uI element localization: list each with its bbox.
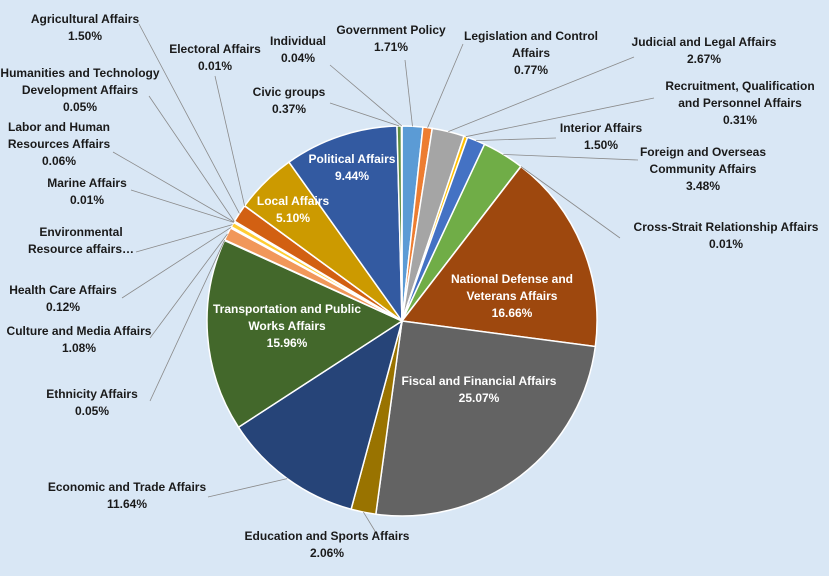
data-label-culture-and-media-affairs: Culture and Media Affairs 1.08% (7, 324, 152, 355)
leader-line-marine-affairs (130, 189, 234, 223)
leader-line-foreign-and-overseas-community-affairs (503, 154, 639, 161)
data-label-government-policy: Government Policy 1.71% (336, 23, 446, 54)
leader-line-electoral-affairs (214, 75, 245, 206)
data-label-ethnicity-affairs: Ethnicity Affairs 0.05% (46, 387, 138, 418)
data-label-civic-groups: Civic groups 0.37% (253, 85, 326, 116)
data-label-agricultural-affairs: Agricultural Affairs 1.50% (31, 12, 140, 43)
leader-line-government-policy (404, 59, 413, 127)
leader-line-legislation-and-control-affairs (427, 43, 464, 128)
pie-slice-transportation-and-public-works-affairs (206, 239, 404, 429)
leader-line-interior-affairs (476, 137, 557, 141)
data-label-economic-and-trade-affairs: Economic and Trade Affairs 11.64% (48, 480, 207, 511)
data-label-cross-strait-relationship-affairs: Cross-Strait Relationship Affairs 0.01% (634, 220, 819, 251)
leader-line-environmental-resource-affairs (135, 224, 233, 253)
pie-slice-political-affairs (287, 125, 403, 324)
data-label-electoral-affairs: Electoral Affairs 0.01% (169, 42, 261, 73)
pie-slice-national-defense-and-veterans-affairs (400, 165, 598, 348)
data-label-individual: Individual 0.04% (270, 34, 326, 65)
leader-line-humanities-and-technology-development-affairs (148, 95, 235, 222)
data-label-humanities-and-technology-development-affairs: Humanities and Technology Development Aff… (0, 66, 159, 114)
leader-line-ethnicity-affairs (149, 239, 225, 402)
leader-line-economic-and-trade-affairs (207, 478, 288, 498)
data-label-health-care-affairs: Health Care Affairs 0.12% (9, 283, 117, 314)
data-label-foreign-and-overseas-community-affairs: Foreign and Overseas Community Affairs 3.4… (640, 145, 766, 193)
leader-line-civic-groups (329, 102, 400, 127)
leader-line-judicial-and-legal-affairs (448, 56, 635, 132)
leader-line-agricultural-affairs (138, 23, 240, 214)
pie-slice-economic-and-trade-affairs (237, 319, 404, 511)
data-label-recruitment-qualification-and-personnel-affairs: Recruitment, Qualification and Personnel … (665, 79, 814, 127)
data-label-transportation-and-public-works-affairs: Transportation and Public Works Affairs 15… (213, 302, 361, 350)
data-label-interior-affairs: Interior Affairs 1.50% (560, 121, 643, 152)
pie-slice-fiscal-and-financial-affairs (374, 320, 597, 517)
leader-line-recruitment-qualification-and-personnel-affairs (465, 97, 655, 138)
leader-line-education-and-sports-affairs (363, 511, 379, 537)
data-label-local-affairs: Local Affairs 5.10% (257, 194, 330, 225)
data-label-judicial-and-legal-affairs: Judicial and Legal Affairs 2.67% (632, 35, 777, 66)
leader-line-health-care-affairs (121, 227, 232, 299)
data-label-fiscal-and-financial-affairs: Fiscal and Financial Affairs 25.07% (402, 374, 557, 405)
data-label-national-defense-and-veterans-affairs: National Defense and Veterans Affairs 16.6… (451, 272, 573, 320)
data-label-legislation-and-control-affairs: Legislation and Control Affairs 0.77% (464, 29, 598, 77)
data-label-political-affairs: Political Affairs 9.44% (309, 152, 396, 183)
data-label-environmental-resource-affairs: Environmental Resource affairs… (28, 225, 134, 256)
leader-line-individual (329, 64, 403, 127)
leader-line-labor-and-human-resources-affairs (112, 151, 235, 223)
leader-line-cross-strait-relationship-affairs (520, 166, 621, 239)
data-label-education-and-sports-affairs: Education and Sports Affairs 2.06% (245, 529, 410, 560)
leader-line-culture-and-media-affairs (149, 233, 228, 339)
data-label-marine-affairs: Marine Affairs 0.01% (47, 176, 127, 207)
data-label-labor-and-human-resources-affairs: Labor and Human Resources Affairs 0.06% (8, 120, 111, 168)
